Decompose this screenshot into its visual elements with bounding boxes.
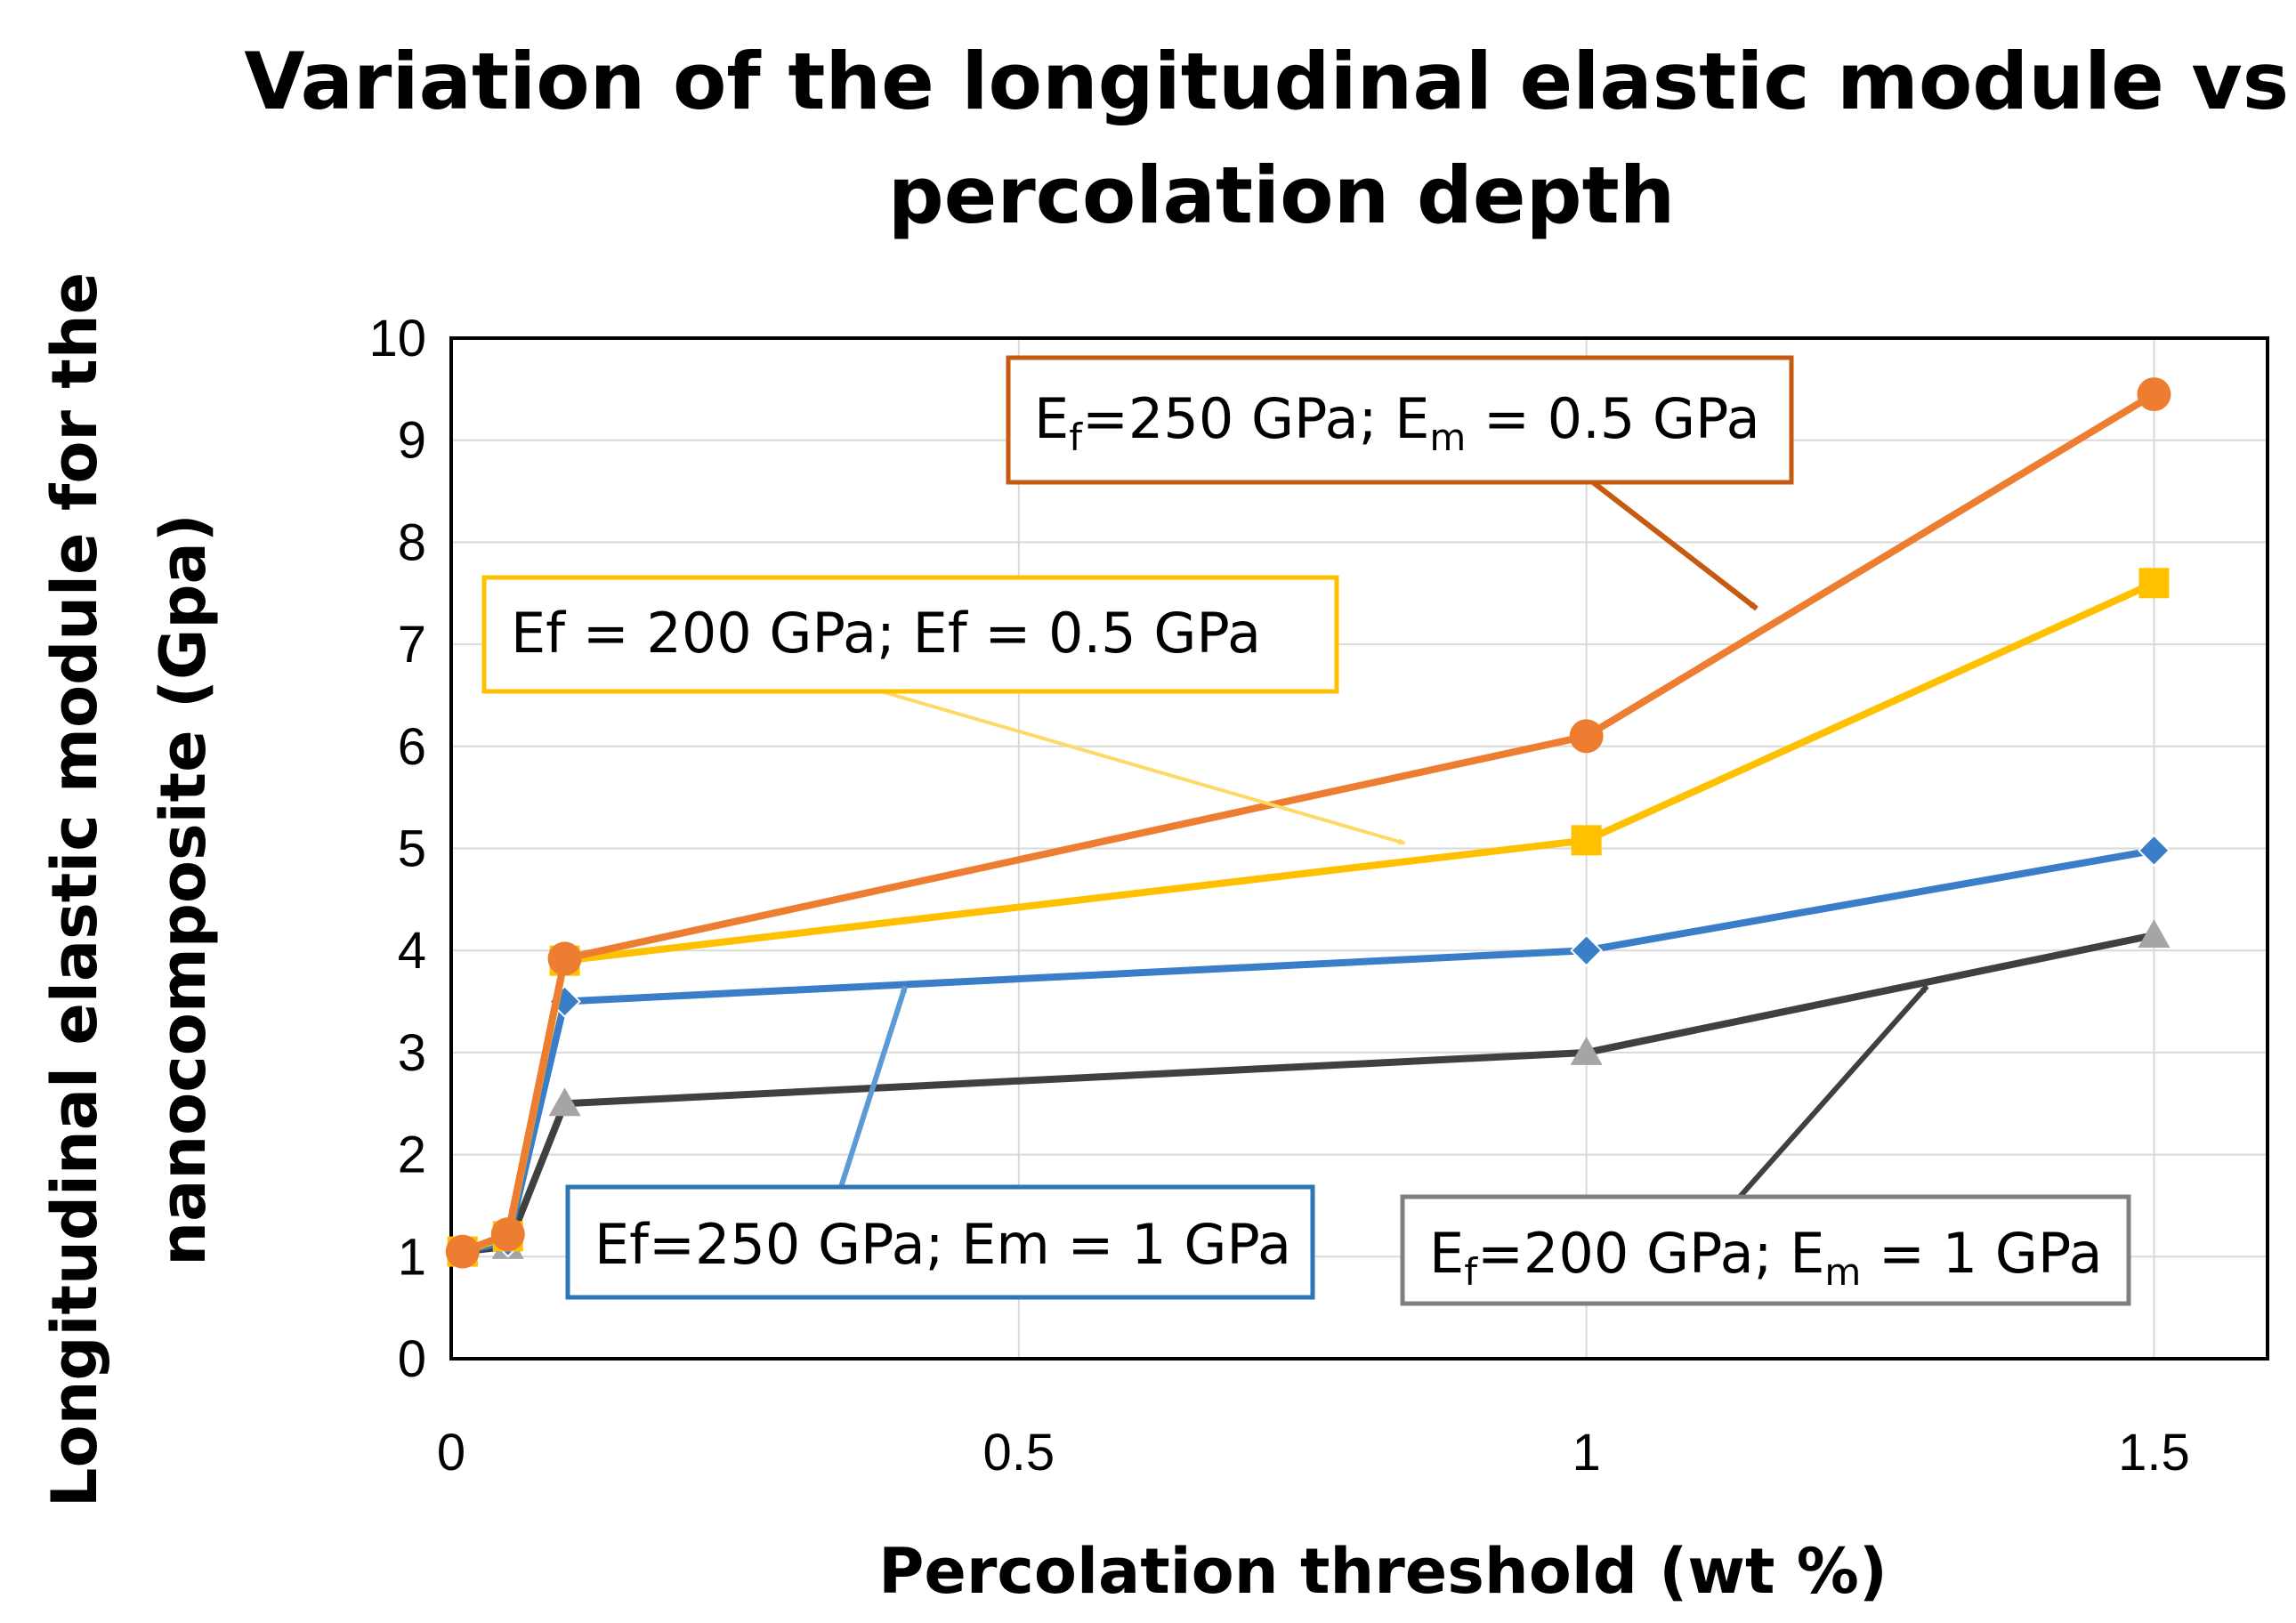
y-tick-label: 2 — [398, 1126, 426, 1184]
y-tick-label: 7 — [398, 616, 426, 674]
callout-label-200-05: Ef = 200 GPa; Ef = 0.5 GPa — [511, 601, 1261, 666]
y-tick-label: 4 — [398, 922, 426, 980]
data-point-triangle — [548, 1087, 581, 1117]
callout-label-250-05: Ef=250 GPa; Em = 0.5 GPa — [1034, 386, 1760, 459]
callout-series-250-1: Ef=250 GPa; Em = 1 GPa — [565, 1184, 1315, 1300]
y-tick-label: 6 — [398, 718, 426, 776]
x-tick-label: 1.5 — [2118, 1424, 2190, 1482]
callout-box-200-1 — [1400, 1194, 2131, 1306]
x-tick-label: 0 — [437, 1424, 465, 1482]
callout-label-250-1: Ef=250 GPa; Em = 1 GPa — [594, 1212, 1291, 1277]
y-axis-label-line-2: nanocomposite (Gpa) — [147, 513, 220, 1265]
x-tick-label: 0.5 — [982, 1424, 1055, 1482]
data-point-square — [2138, 568, 2170, 599]
callout-box-250-05 — [1006, 355, 1794, 485]
x-axis-label: Percolation threshold (wt %) — [878, 1535, 1888, 1608]
data-point-triangle — [2138, 918, 2171, 948]
y-tick-label: 10 — [368, 310, 426, 367]
data-point-circle — [490, 1217, 525, 1252]
data-point-circle — [1569, 719, 1604, 754]
data-point-circle — [445, 1234, 480, 1269]
y-tick-labels: 0 1 2 3 4 5 6 7 8 9 10 — [368, 310, 426, 1388]
callout-box-200-05 — [481, 575, 1339, 694]
x-tick-label: 1 — [1572, 1424, 1600, 1482]
y-axis-label-line-1: Longitudinal elastic module for the — [38, 272, 111, 1507]
y-tick-label: 3 — [398, 1024, 426, 1082]
y-tick-label: 8 — [398, 513, 426, 571]
callout-arrow — [1737, 984, 1929, 1199]
data-point-circle — [2137, 377, 2171, 412]
callout-arrow — [838, 985, 909, 1188]
callout-arrows — [838, 480, 1929, 1199]
x-tick-labels: 0 0.5 1 1.5 — [437, 1424, 2190, 1482]
data-point-diamond — [1570, 933, 1604, 967]
series-layer — [445, 377, 2171, 1269]
y-tick-label: 5 — [398, 820, 426, 878]
plot-area-frame — [449, 336, 2269, 1361]
callout-arrow — [1591, 480, 1758, 611]
data-point-diamond — [2138, 834, 2171, 868]
series-circle — [445, 377, 2171, 1269]
callout-series-250-05: Ef=250 GPa; Em = 0.5 GPa — [1006, 355, 1794, 485]
y-tick-label: 9 — [398, 412, 426, 470]
callout-box-250-1 — [565, 1184, 1315, 1300]
plot-border — [449, 336, 2269, 1361]
series-line — [461, 391, 2156, 1256]
y-tick-label: 1 — [398, 1228, 426, 1286]
callout-arrow — [880, 690, 1406, 845]
chart-title-line-1: Variation of the longitudinal elastic mo… — [244, 36, 2296, 127]
data-point-square — [1571, 825, 1602, 856]
callout-series-200-05: Ef = 200 GPa; Ef = 0.5 GPa — [481, 575, 1339, 694]
callout-series-200-1: Ef=200 GPa; Em = 1 GPa — [1400, 1194, 2131, 1306]
chart-title-line-2: percolation depth — [888, 149, 1676, 241]
callout-label-200-1: Ef=200 GPa; Em = 1 GPa — [1429, 1221, 2102, 1294]
y-tick-label: 0 — [398, 1330, 426, 1388]
data-point-circle — [547, 941, 582, 976]
data-point-triangle — [1570, 1036, 1603, 1065]
